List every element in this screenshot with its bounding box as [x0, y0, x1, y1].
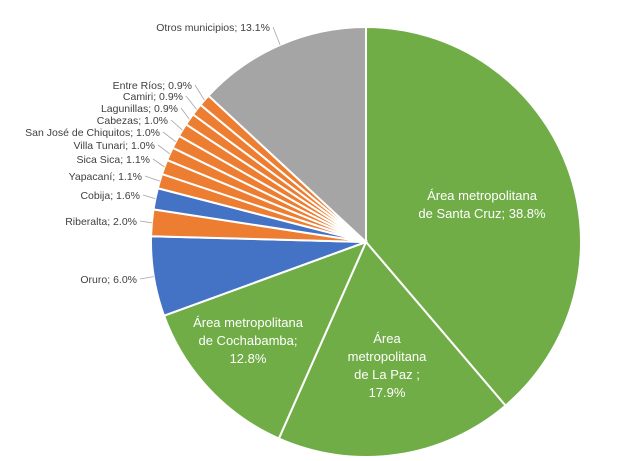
leader-riberalta — [139, 220, 152, 224]
data-label-area-metropolitana-de-santa-cruz: Área metropolitana de Santa Cruz; 38.8% — [418, 188, 546, 221]
data-label-entre-rios: Entre Ríos; 0.9% — [113, 80, 192, 92]
data-label-sica-sica: Sica Sica; 1.1% — [76, 154, 150, 166]
data-label-lagunillas: Lagunillas; 0.9% — [101, 103, 178, 115]
data-label-yapacani: Yapacaní; 1.1% — [69, 171, 142, 183]
slice-area-metropolitana-de-santa-cruz — [365, 25, 582, 408]
leader-oruro — [139, 276, 154, 280]
slice-otros-municipios — [207, 25, 367, 245]
leader-otros-municipios — [272, 26, 281, 46]
leader-yapacani — [144, 175, 160, 182]
leader-san-jose-de-chiquitos — [162, 131, 177, 143]
data-label-oruro: Oruro; 6.0% — [80, 274, 137, 286]
pie-slices — [150, 25, 582, 458]
data-label-riberalta: Riberalta; 2.0% — [65, 216, 137, 228]
slice-area-metropolitana-de-cochabamba — [162, 240, 368, 440]
leader-entre-rios — [194, 84, 205, 101]
data-label-otros-municipios: Otros municipios; 13.1% — [156, 22, 270, 34]
leader-cabezas — [170, 119, 183, 131]
data-labels: Área metropolitana de Santa Cruz; 38.8% Ár… — [25, 22, 546, 400]
leader-villa-tunari — [157, 144, 171, 155]
leader-sica-sica — [152, 158, 165, 168]
leader-lagunillas — [180, 107, 190, 120]
data-label-area-metropolitana-de-la-paz: Área metropolitana de La Paz ; 17.9% — [348, 331, 428, 400]
leader-camiri — [185, 95, 198, 110]
slice-area-metropolitana-de-la-paz — [277, 240, 507, 458]
data-label-area-metropolitana-de-cochabamba: Área metropolitana de Cochabamba; 12.8% — [193, 315, 304, 366]
data-label-cobija: Cobija; 1.6% — [80, 190, 140, 202]
data-label-villa-tunari: Villa Tunari; 1.0% — [73, 140, 155, 152]
leader-lines — [139, 26, 281, 280]
data-label-san-jose-de-chiquitos: San José de Chiquitos; 1.0% — [25, 127, 160, 139]
data-label-cabezas: Cabezas; 1.0% — [97, 115, 168, 127]
leader-cobija — [142, 194, 156, 200]
data-label-camiri: Camiri; 0.9% — [123, 91, 183, 103]
